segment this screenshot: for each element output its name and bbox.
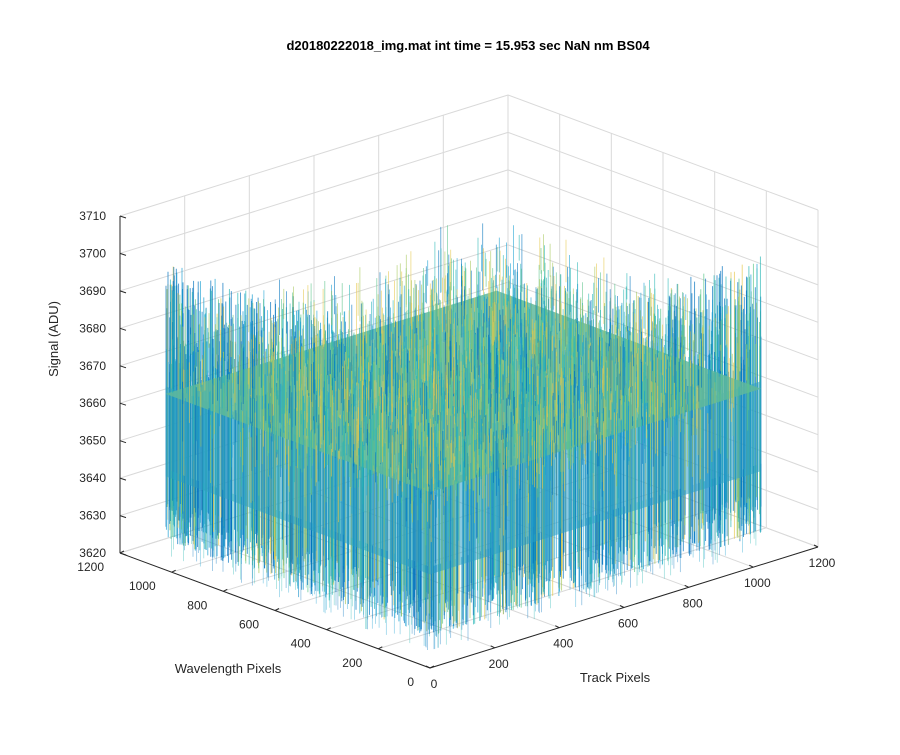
axes [119,215,819,669]
grid-line-z-back-3710 [119,94,509,217]
x-tick-1000 [749,564,754,568]
grid-line-z-side-3700 [507,131,819,248]
z-tick-3710 [119,215,127,219]
y-tick-label-1200: 1200 [77,560,104,574]
x-tick-400 [555,625,560,629]
grid-line-z-side-3670 [507,244,819,361]
y-tick-label-200: 200 [342,656,362,670]
z-tick-label-3630: 3630 [79,509,106,523]
grid-line-z-side-3680 [507,206,819,323]
z-tick-label-3680: 3680 [79,321,106,335]
z-tick-3630 [119,515,127,519]
z-tick-3640 [119,477,127,481]
grid-line-z-back-3690 [119,169,509,292]
y-tick-400 [326,627,331,631]
y-tick-1200 [119,550,125,554]
grid-line-z-side-3690 [507,169,819,286]
x-tick-label-200: 200 [489,657,509,671]
z-tick-label-3700: 3700 [79,246,106,260]
grid-line-y-floor-200 [378,527,767,650]
y-tick-label-400: 400 [291,637,311,651]
y-axis-title: Wavelength Pixels [175,661,282,676]
z-tick-label-3660: 3660 [79,396,106,410]
z-tick-3620 [119,552,127,556]
z-tick-label-3670: 3670 [79,359,106,373]
chart-title: d20180222018_img.mat int time = 15.953 s… [286,38,650,53]
y-tick-label-600: 600 [239,618,259,632]
y-tick-600 [274,608,280,611]
z-tick-label-3710: 3710 [79,209,106,223]
x-tick-label-1000: 1000 [744,576,771,590]
surface-spikes [171,463,762,650]
x-tick-0 [425,665,431,669]
x-tick-label-800: 800 [683,596,703,610]
z-tick-label-3690: 3690 [79,284,106,298]
z-tick-3670 [119,365,127,369]
y-tick-200 [378,646,383,650]
z-tick-3690 [119,290,127,294]
z-tick-label-3650: 3650 [79,434,106,448]
z-tick-3650 [119,440,127,444]
surface [165,223,762,650]
x-tick-1200 [813,544,819,548]
z-tick-label-3640: 3640 [79,471,106,485]
x-tick-label-400: 400 [553,637,573,651]
x-axis-title: Track Pixels [580,670,651,685]
y-tick-1000 [171,569,176,573]
grid-line-z-side-3710 [507,94,819,211]
y-tick-800 [223,588,228,592]
z-tick-3680 [119,327,127,331]
z-tick-label-3620: 3620 [79,546,106,560]
x-tick-600 [619,605,625,608]
y-tick-label-1000: 1000 [129,579,156,593]
x-tick-label-1200: 1200 [809,556,836,570]
x-tick-800 [684,584,689,588]
z-tick-3700 [119,252,127,256]
x-tick-label-600: 600 [618,617,638,631]
y-tick-label-0: 0 [407,675,414,689]
x-tick-label-0: 0 [431,677,438,691]
grid-line-z-back-3700 [119,131,509,254]
x-tick-200 [490,645,495,649]
grid-line-z-back-3680 [119,206,509,329]
z-axis-title: Signal (ADU) [46,301,61,377]
y-tick-label-800: 800 [187,598,207,612]
z-tick-3660 [119,402,127,406]
y-tick-0 [429,665,435,669]
tick-labels: 0 200 400 600 800 1000 1200 0 200 400 600 800 1000 12… [77,209,835,691]
